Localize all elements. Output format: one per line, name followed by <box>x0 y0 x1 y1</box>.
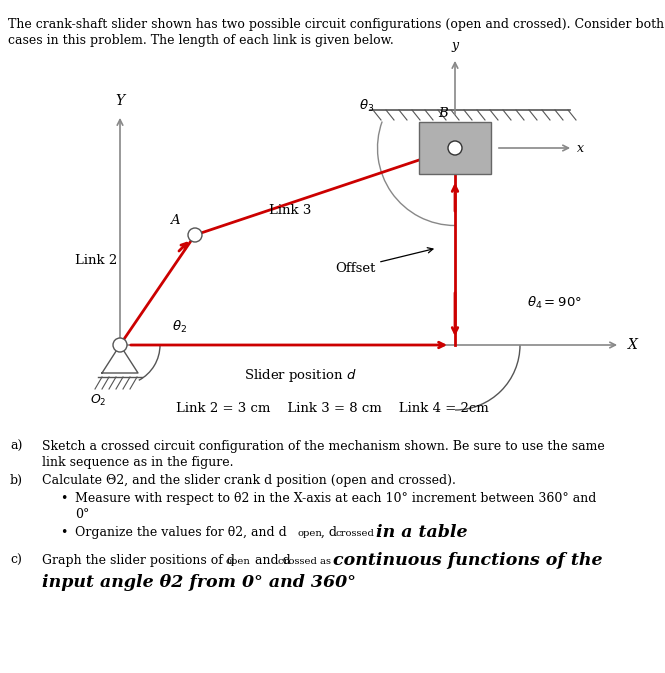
Text: open: open <box>297 529 322 538</box>
Text: c): c) <box>10 554 22 567</box>
Text: Organize the values for θ2, and d: Organize the values for θ2, and d <box>75 526 287 539</box>
Text: $O_2$: $O_2$ <box>90 393 106 408</box>
Text: Y: Y <box>116 94 124 108</box>
Text: A: A <box>170 214 180 227</box>
Text: $\theta_4 = 90°$: $\theta_4 = 90°$ <box>527 295 582 311</box>
Text: link sequence as in the figure.: link sequence as in the figure. <box>42 456 233 469</box>
Text: Link 2: Link 2 <box>75 254 117 267</box>
Text: B: B <box>438 107 448 120</box>
Text: cases in this problem. The length of each link is given below.: cases in this problem. The length of eac… <box>8 34 394 47</box>
Text: continuous functions of the: continuous functions of the <box>333 552 602 569</box>
Text: crossed as: crossed as <box>278 557 331 566</box>
Text: •: • <box>60 526 67 539</box>
Text: open: open <box>226 557 251 566</box>
Text: 0°: 0° <box>75 508 89 521</box>
Text: Graph the slider positions of d: Graph the slider positions of d <box>42 554 235 567</box>
Circle shape <box>448 141 462 155</box>
Text: a): a) <box>10 440 23 453</box>
Text: b): b) <box>10 474 23 487</box>
Text: in a table: in a table <box>376 524 467 541</box>
Text: Slider position $d$: Slider position $d$ <box>243 367 356 384</box>
Text: Measure with respect to θ2 in the X-axis at each 10° increment between 360° and: Measure with respect to θ2 in the X-axis… <box>75 492 597 505</box>
Text: Link 2 = 3 cm    Link 3 = 8 cm    Link 4 = 2cm: Link 2 = 3 cm Link 3 = 8 cm Link 4 = 2cm <box>176 402 488 415</box>
Circle shape <box>113 338 127 352</box>
Text: X: X <box>628 338 638 352</box>
Text: x: x <box>577 141 584 155</box>
Text: Offset: Offset <box>334 248 433 275</box>
Text: input angle θ2 from 0° and 360°: input angle θ2 from 0° and 360° <box>42 574 356 591</box>
Circle shape <box>188 228 202 242</box>
Text: crossed: crossed <box>336 529 375 538</box>
Text: , d: , d <box>321 526 337 539</box>
Text: $\theta_3$: $\theta_3$ <box>359 98 374 114</box>
FancyBboxPatch shape <box>419 122 491 174</box>
Text: Link 3: Link 3 <box>269 203 311 217</box>
Text: $\theta_2$: $\theta_2$ <box>172 319 187 335</box>
Text: The crank-shaft slider shown has two possible circuit configurations (open and c: The crank-shaft slider shown has two pos… <box>8 18 664 31</box>
Text: Sketch a crossed circuit configuration of the mechanism shown. Be sure to use th: Sketch a crossed circuit configuration o… <box>42 440 604 453</box>
Text: and d: and d <box>251 554 291 567</box>
Text: •: • <box>60 492 67 505</box>
Text: y: y <box>452 39 459 52</box>
Text: Calculate Θ2, and the slider crank d position (open and crossed).: Calculate Θ2, and the slider crank d pos… <box>42 474 456 487</box>
